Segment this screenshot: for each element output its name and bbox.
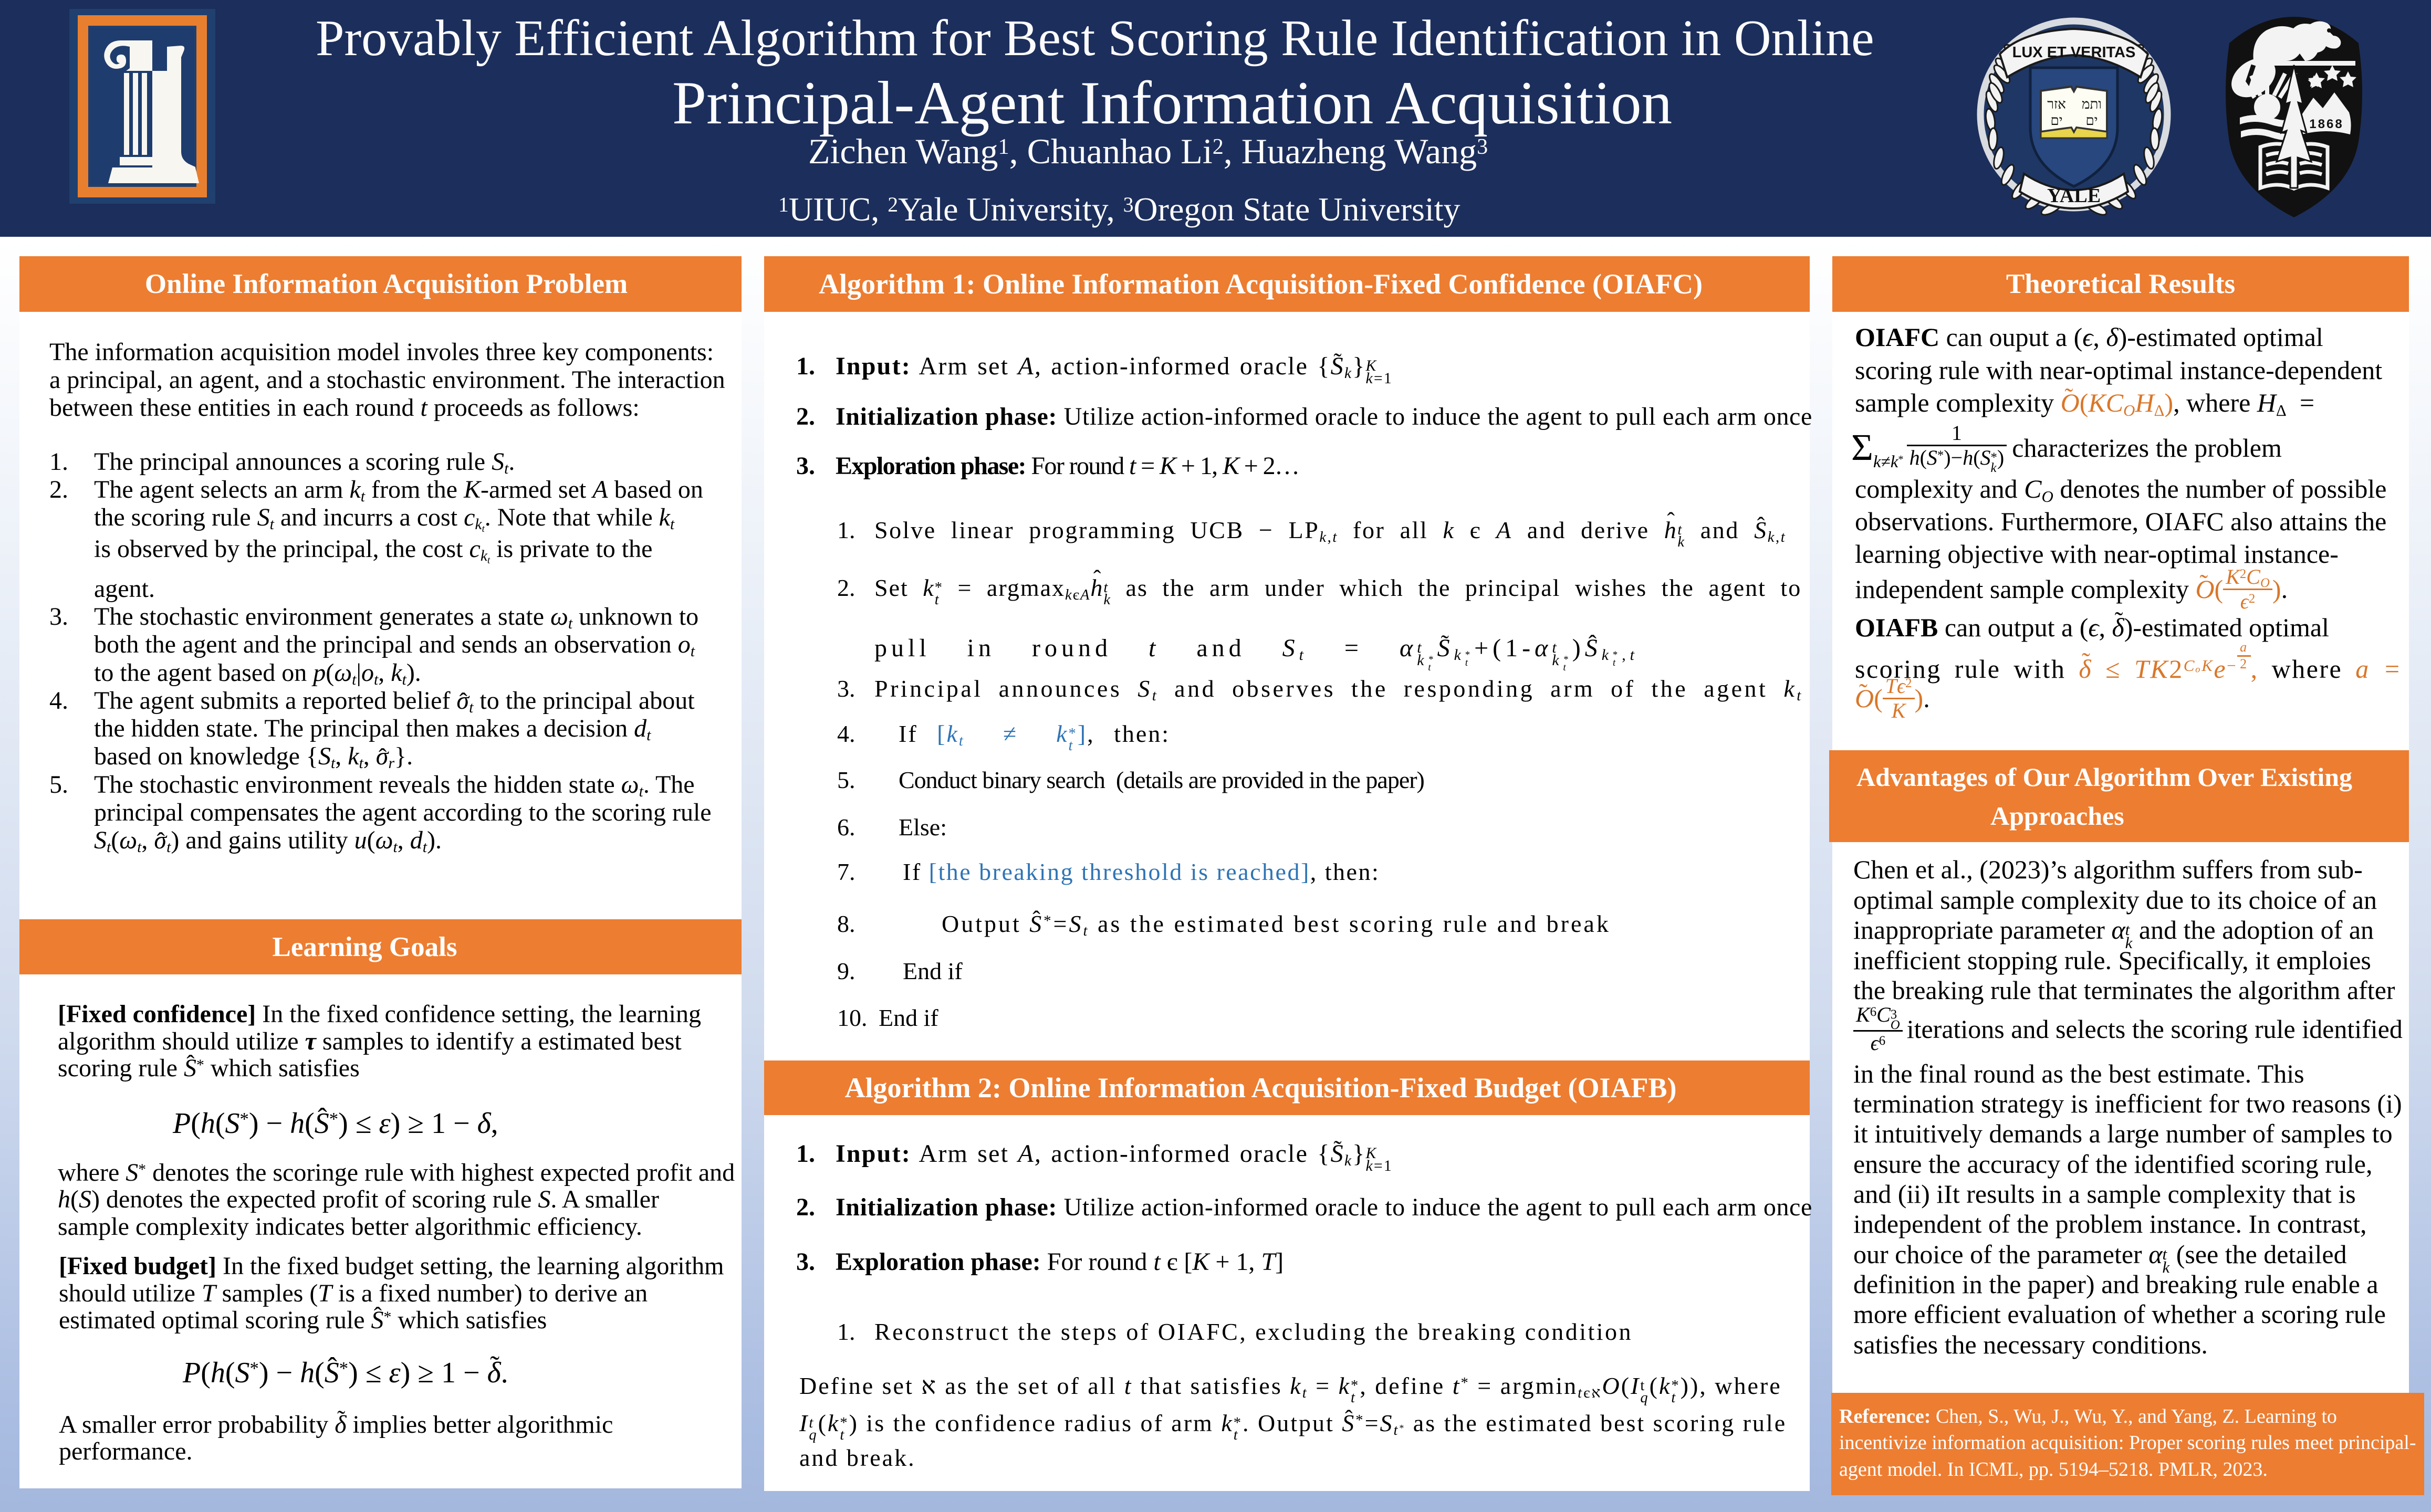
svg-text:ותמ: ותמ <box>2082 97 2102 112</box>
svg-text:LUX ET VERITAS: LUX ET VERITAS <box>2012 44 2136 61</box>
svg-text:אזר: אזר <box>2047 97 2066 112</box>
svg-text:ים: ים <box>2085 113 2098 128</box>
svg-text:YALE: YALE <box>2047 185 2101 207</box>
svg-text:1868: 1868 <box>2309 117 2343 131</box>
svg-text:ים: ים <box>2050 113 2062 128</box>
